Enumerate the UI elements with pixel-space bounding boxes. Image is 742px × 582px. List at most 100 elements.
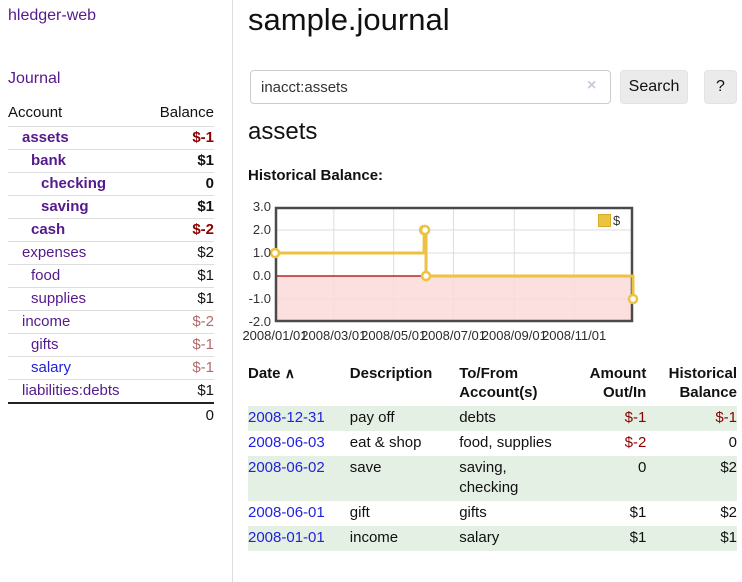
accounts-total-row: 0 (8, 402, 214, 428)
accounts-header-balance: Balance (159, 104, 214, 121)
search-button[interactable]: Search (620, 70, 688, 104)
accounts-header-row: Account Balance (8, 100, 214, 127)
app-brand-link[interactable]: hledger-web (8, 7, 97, 24)
y-axis-tick-label: 0.0 (252, 268, 271, 283)
account-balance: $1 (146, 287, 214, 311)
search-input[interactable] (250, 70, 611, 104)
transaction-accounts: salary (459, 529, 500, 546)
account-row: saving $1 (8, 195, 214, 219)
transaction-amount: $1 (629, 504, 647, 521)
transaction-amount: $-1 (624, 409, 647, 426)
account-row: bank $1 (8, 149, 214, 173)
register-column-header: Historical Balance (668, 365, 737, 401)
account-balance: 0 (146, 172, 214, 196)
account-link[interactable]: saving (41, 198, 89, 215)
account-balance: $1 (146, 379, 214, 403)
account-link[interactable]: cash (31, 221, 66, 238)
legend-label: $ (613, 213, 621, 228)
transaction-description: income (349, 529, 399, 546)
historical-balance-chart: $ 3.0 2.0 1.0 0.0 -1.0 -2.0 2008/01/01 2008/03/… (242, 199, 663, 352)
register-row: 2008-06-02 save saving, checking 0 $2 (248, 456, 737, 501)
sidebar-item-journal[interactable]: Journal (8, 70, 61, 87)
account-link[interactable]: gifts (31, 336, 59, 353)
transaction-balance: 0 (728, 434, 737, 451)
chart-plot-area (269, 206, 639, 323)
transaction-balance: $2 (720, 459, 737, 476)
x-axis-tick-label: 2008/03/01 (301, 328, 367, 343)
transaction-amount: $-2 (624, 434, 647, 451)
account-row: income $-2 (8, 310, 214, 334)
register-header-row: Date ∧ Description To/From Account(s) Amount… (248, 362, 737, 406)
account-balance: $-2 (146, 218, 214, 242)
account-balance: $1 (146, 195, 214, 219)
register-column-header: Description (349, 365, 433, 382)
account-balance: $1 (146, 149, 214, 173)
account-link[interactable]: supplies (31, 290, 87, 307)
transaction-date-link[interactable]: 2008-06-02 (248, 459, 325, 476)
x-axis-tick-label: 2008/11/01 (542, 328, 607, 343)
account-balance: $-2 (146, 310, 214, 334)
register-row: 2008-01-01 income salary $1 $1 (248, 526, 737, 551)
transaction-description: gift (349, 504, 370, 521)
account-row: food $1 (8, 264, 214, 288)
account-link[interactable]: bank (31, 152, 67, 169)
transaction-amount: $1 (629, 529, 647, 546)
register-body: 2008-12-31 pay off debts $-1 $-1 2008-06-03 ea… (248, 406, 737, 551)
y-axis-tick-label: 2.0 (252, 222, 271, 237)
transaction-description: eat & shop (349, 434, 422, 451)
help-button[interactable]: ? (704, 70, 737, 104)
accounts-total-value: 0 (146, 402, 214, 428)
account-balance: $1 (146, 264, 214, 288)
account-row: liabilities:debts $1 (8, 379, 214, 403)
account-balance: $-1 (146, 333, 214, 357)
transaction-accounts: saving, checking (459, 459, 519, 496)
account-link[interactable]: income (22, 313, 71, 330)
account-link[interactable]: checking (41, 175, 107, 192)
chart-legend: $ (598, 213, 620, 228)
account-row: expenses $2 (8, 241, 214, 265)
register-column-header: To/From Account(s) (459, 365, 538, 401)
clear-search-icon[interactable]: × (587, 77, 597, 94)
transaction-balance: $2 (720, 504, 737, 521)
transaction-date-link[interactable]: 2008-06-01 (248, 504, 325, 521)
register-row: 2008-06-01 gift gifts $1 $2 (248, 501, 737, 526)
account-row: assets $-1 (8, 126, 214, 150)
account-balance: $-1 (146, 126, 214, 150)
register-table: Date ∧ Description To/From Account(s) Amount… (248, 362, 737, 551)
page-title: sample.journal (248, 2, 450, 37)
account-link[interactable]: expenses (22, 244, 87, 261)
transaction-balance: $-1 (715, 409, 737, 426)
account-row: cash $-2 (8, 218, 214, 242)
account-link[interactable]: food (31, 267, 61, 284)
chart-title: Historical Balance: (248, 167, 384, 184)
legend-swatch (598, 214, 611, 227)
transaction-amount: 0 (637, 459, 647, 476)
account-row: salary $-1 (8, 356, 214, 380)
transaction-date-link[interactable]: 2008-12-31 (248, 409, 325, 426)
x-axis-tick-label: 2008/07/01 (420, 328, 487, 343)
y-axis-tick-label: -2.0 (248, 314, 271, 329)
transaction-description: pay off (349, 409, 395, 426)
transaction-accounts: gifts (459, 504, 487, 521)
transaction-balance: $1 (720, 529, 737, 546)
accounts-header-account: Account (8, 104, 63, 121)
y-axis-tick-label: 1.0 (252, 245, 271, 260)
account-heading: assets (248, 118, 318, 145)
y-axis-tick-label: 3.0 (252, 199, 271, 214)
account-link[interactable]: assets (22, 129, 69, 146)
account-link[interactable]: salary (31, 359, 72, 376)
y-axis-tick-label: -1.0 (248, 291, 271, 306)
register-column-header: Amount Out/In (589, 365, 647, 401)
transaction-date-link[interactable]: 2008-06-03 (248, 434, 325, 451)
x-axis-tick-label: 2008/01/01 (242, 328, 308, 343)
account-balance: $2 (146, 241, 214, 265)
transaction-accounts: debts (459, 409, 496, 426)
sidebar: hledger-web Journal Account Balance asse… (0, 0, 233, 582)
accounts-table: Account Balance assets $-1 bank $1 checking 0… (8, 100, 214, 428)
transaction-date-link[interactable]: 2008-01-01 (248, 529, 325, 546)
account-link[interactable]: liabilities:debts (22, 382, 120, 399)
accounts-body: assets $-1 bank $1 checking 0 saving $1 cash $-2 e… (8, 126, 214, 403)
sort-asc-icon: ∧ (284, 365, 295, 381)
account-balance: $-1 (146, 356, 214, 380)
account-row: checking 0 (8, 172, 214, 196)
